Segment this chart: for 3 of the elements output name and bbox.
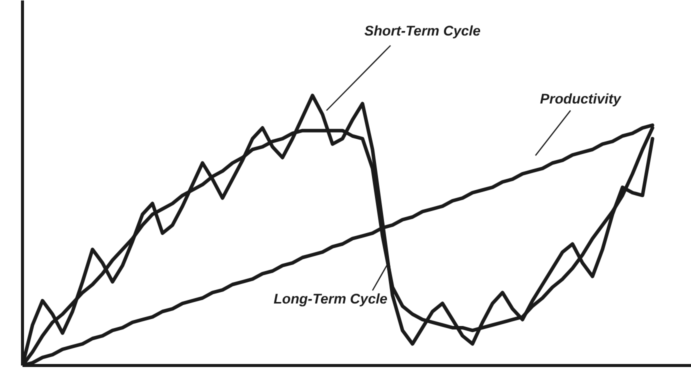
text: Short-Term Cycle (364, 22, 481, 38)
text: Productivity (540, 90, 622, 106)
legend-label: Long-Term Cycle (274, 290, 388, 306)
